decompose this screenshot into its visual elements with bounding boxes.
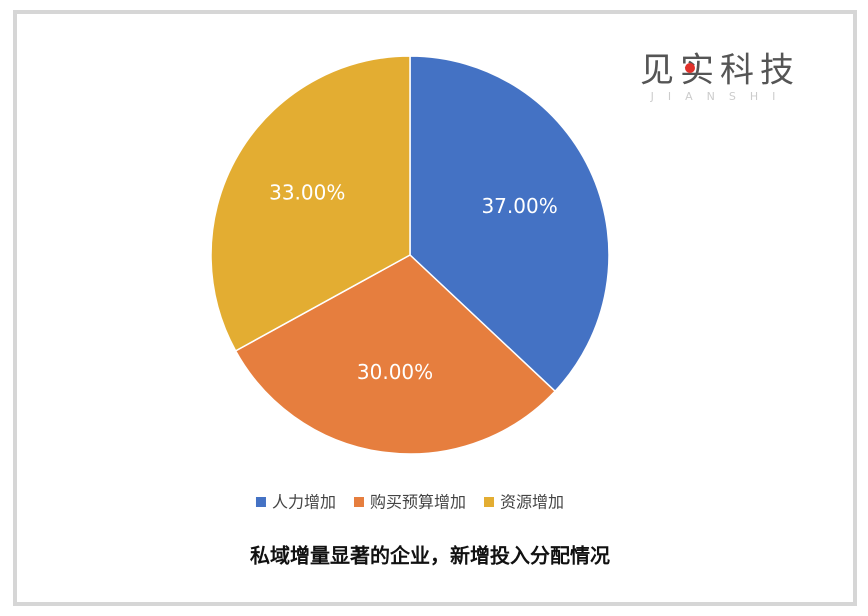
legend-swatch <box>353 497 364 507</box>
pie-slice <box>210 55 411 352</box>
pie-slice <box>409 55 610 393</box>
logo-name: 见实科技 <box>640 51 800 91</box>
pie-slice <box>234 254 557 455</box>
data-label: 30.00% <box>357 360 433 384</box>
legend-label: 人力增加 <box>272 493 336 512</box>
legend-label: 资源增加 <box>500 493 564 512</box>
legend-swatch <box>484 497 495 507</box>
logo-subtitle: JIANSHI <box>650 90 790 103</box>
legend-label: 购买预算增加 <box>370 493 466 512</box>
chart-title: 私域增量显著的企业，新增投入分配情况 <box>250 544 610 568</box>
logo-dot <box>685 63 695 73</box>
legend-swatch <box>255 497 266 507</box>
data-label: 33.00% <box>269 181 345 205</box>
data-label: 37.00% <box>481 194 557 218</box>
